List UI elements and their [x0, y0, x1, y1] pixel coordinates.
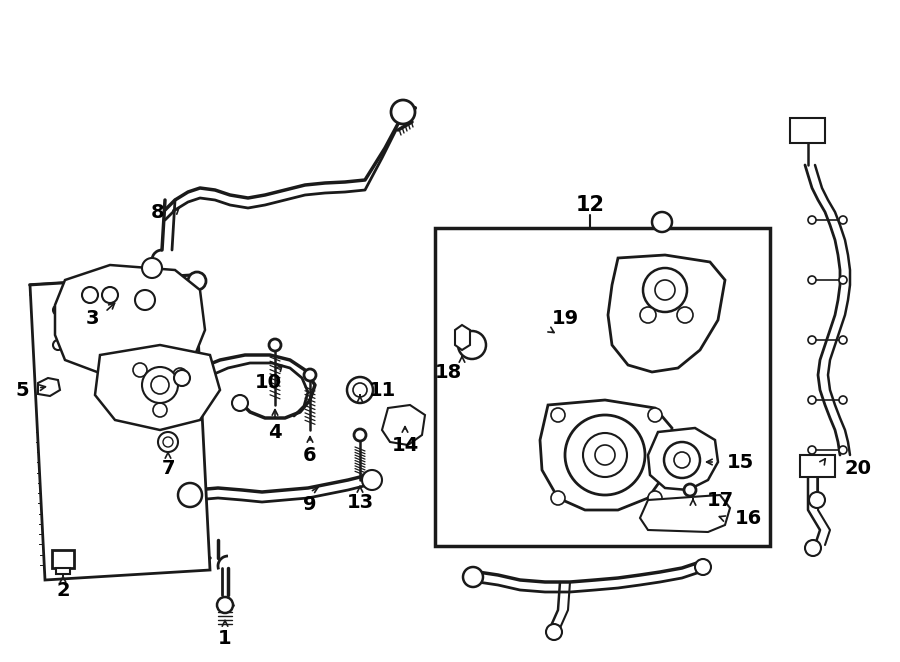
Circle shape — [269, 339, 281, 351]
Circle shape — [232, 395, 248, 411]
Circle shape — [595, 445, 615, 465]
Circle shape — [809, 492, 825, 508]
Text: 17: 17 — [706, 491, 733, 510]
Circle shape — [677, 307, 693, 323]
Circle shape — [153, 403, 167, 417]
Circle shape — [674, 452, 690, 468]
Polygon shape — [30, 275, 210, 580]
Polygon shape — [38, 378, 60, 396]
Circle shape — [805, 540, 821, 556]
Circle shape — [142, 258, 162, 278]
Polygon shape — [55, 265, 205, 375]
Text: 8: 8 — [151, 203, 165, 222]
Circle shape — [643, 268, 687, 312]
Circle shape — [391, 100, 415, 124]
Circle shape — [133, 363, 147, 377]
Circle shape — [463, 567, 483, 587]
Circle shape — [151, 376, 169, 394]
Circle shape — [551, 408, 565, 422]
Circle shape — [354, 429, 366, 441]
Circle shape — [839, 396, 847, 404]
Polygon shape — [648, 428, 718, 490]
Text: 5: 5 — [15, 381, 29, 399]
Bar — [52, 550, 74, 568]
Circle shape — [664, 442, 700, 478]
Circle shape — [839, 276, 847, 284]
Polygon shape — [608, 255, 725, 372]
Text: 2: 2 — [56, 581, 70, 600]
Text: 11: 11 — [368, 381, 396, 399]
Circle shape — [178, 483, 202, 507]
Circle shape — [695, 559, 711, 575]
Text: 19: 19 — [552, 308, 579, 328]
Circle shape — [158, 432, 178, 452]
Circle shape — [808, 446, 816, 454]
Circle shape — [583, 433, 627, 477]
Circle shape — [839, 216, 847, 224]
Text: 13: 13 — [346, 493, 374, 512]
Circle shape — [808, 336, 816, 344]
Circle shape — [174, 370, 190, 386]
Text: 14: 14 — [392, 436, 418, 455]
Circle shape — [684, 484, 696, 496]
Text: 12: 12 — [575, 195, 605, 215]
Circle shape — [652, 212, 672, 232]
Text: 4: 4 — [268, 422, 282, 442]
Polygon shape — [95, 345, 220, 430]
Circle shape — [102, 287, 118, 303]
Circle shape — [565, 415, 645, 495]
Text: 15: 15 — [726, 453, 753, 471]
Text: 10: 10 — [255, 373, 282, 391]
Circle shape — [551, 491, 565, 505]
Circle shape — [458, 331, 486, 359]
Bar — [435, 228, 770, 546]
Circle shape — [304, 369, 316, 381]
Circle shape — [362, 470, 382, 490]
Text: 6: 6 — [303, 446, 317, 465]
Text: 9: 9 — [303, 495, 317, 514]
Circle shape — [808, 216, 816, 224]
Polygon shape — [382, 405, 425, 445]
Text: 18: 18 — [435, 363, 462, 381]
Polygon shape — [640, 495, 730, 532]
Text: 7: 7 — [161, 459, 175, 477]
Circle shape — [53, 340, 63, 350]
Circle shape — [808, 276, 816, 284]
Circle shape — [648, 408, 662, 422]
Circle shape — [217, 597, 233, 613]
Polygon shape — [455, 325, 470, 350]
Circle shape — [648, 491, 662, 505]
Circle shape — [655, 280, 675, 300]
Circle shape — [82, 287, 98, 303]
Text: 16: 16 — [734, 508, 761, 528]
Bar — [800, 455, 835, 477]
Bar — [56, 568, 70, 574]
Circle shape — [163, 437, 173, 447]
Text: 1: 1 — [218, 628, 232, 647]
Circle shape — [640, 307, 656, 323]
Circle shape — [188, 272, 206, 290]
Circle shape — [808, 396, 816, 404]
Circle shape — [839, 336, 847, 344]
Text: 20: 20 — [844, 459, 871, 477]
Text: 3: 3 — [86, 308, 99, 328]
Circle shape — [135, 290, 155, 310]
Circle shape — [142, 367, 178, 403]
Bar — [790, 118, 825, 143]
Circle shape — [353, 383, 367, 397]
Polygon shape — [540, 400, 672, 510]
Circle shape — [347, 377, 373, 403]
Circle shape — [53, 305, 63, 315]
Circle shape — [546, 624, 562, 640]
Circle shape — [173, 368, 187, 382]
Circle shape — [839, 446, 847, 454]
